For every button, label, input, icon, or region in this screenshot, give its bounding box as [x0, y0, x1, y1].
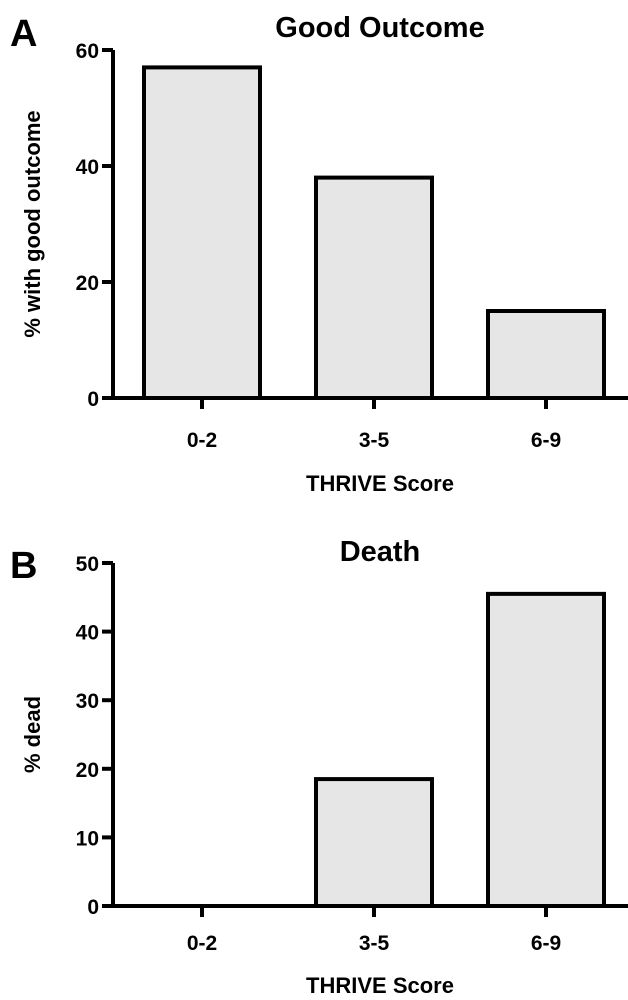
chart-title: Death	[340, 536, 421, 568]
bar-3-5	[314, 175, 434, 400]
x-tick-label: 0-2	[187, 429, 217, 452]
y-tick-label: 50	[76, 553, 99, 576]
y-tick-label: 30	[76, 690, 99, 713]
y-tick-label: 0	[87, 896, 99, 919]
y-axis-label: % with good outcome	[20, 110, 45, 337]
panel-letter: B	[10, 545, 37, 587]
y-tick-label: 20	[76, 759, 99, 782]
x-axis-label: THRIVE Score	[306, 973, 454, 998]
y-tick-label: 20	[76, 272, 99, 295]
bar-6-9	[486, 309, 606, 400]
x-tick-label: 3-5	[359, 429, 390, 452]
bar-3-5	[314, 777, 434, 909]
y-tick-label: 10	[76, 827, 99, 850]
y-tick-label: 40	[76, 156, 99, 179]
bar-6-9	[486, 591, 606, 908]
y-tick-label: 0	[87, 388, 99, 411]
x-tick-label: 6-9	[531, 429, 561, 452]
panel-a: A Good Outcome 0 20 40 60 0-2 3-5 6-9 THRIVE Scor…	[10, 12, 628, 496]
bar-0-2	[142, 65, 262, 401]
panel-letter: A	[10, 13, 37, 55]
x-tick-label: 6-9	[531, 932, 561, 955]
y-tick-label: 60	[76, 40, 99, 63]
chart-title: Good Outcome	[275, 12, 484, 44]
x-axis-label: THRIVE Score	[306, 471, 454, 496]
y-tick-label: 40	[76, 622, 99, 645]
panel-b: B Death 0 10 20 30 40 50 0-2 3-5 6-9 THRIVE Score % …	[10, 536, 628, 998]
x-tick-label: 0-2	[187, 932, 217, 955]
x-tick-label: 3-5	[359, 932, 390, 955]
y-axis-label: % dead	[20, 696, 45, 773]
